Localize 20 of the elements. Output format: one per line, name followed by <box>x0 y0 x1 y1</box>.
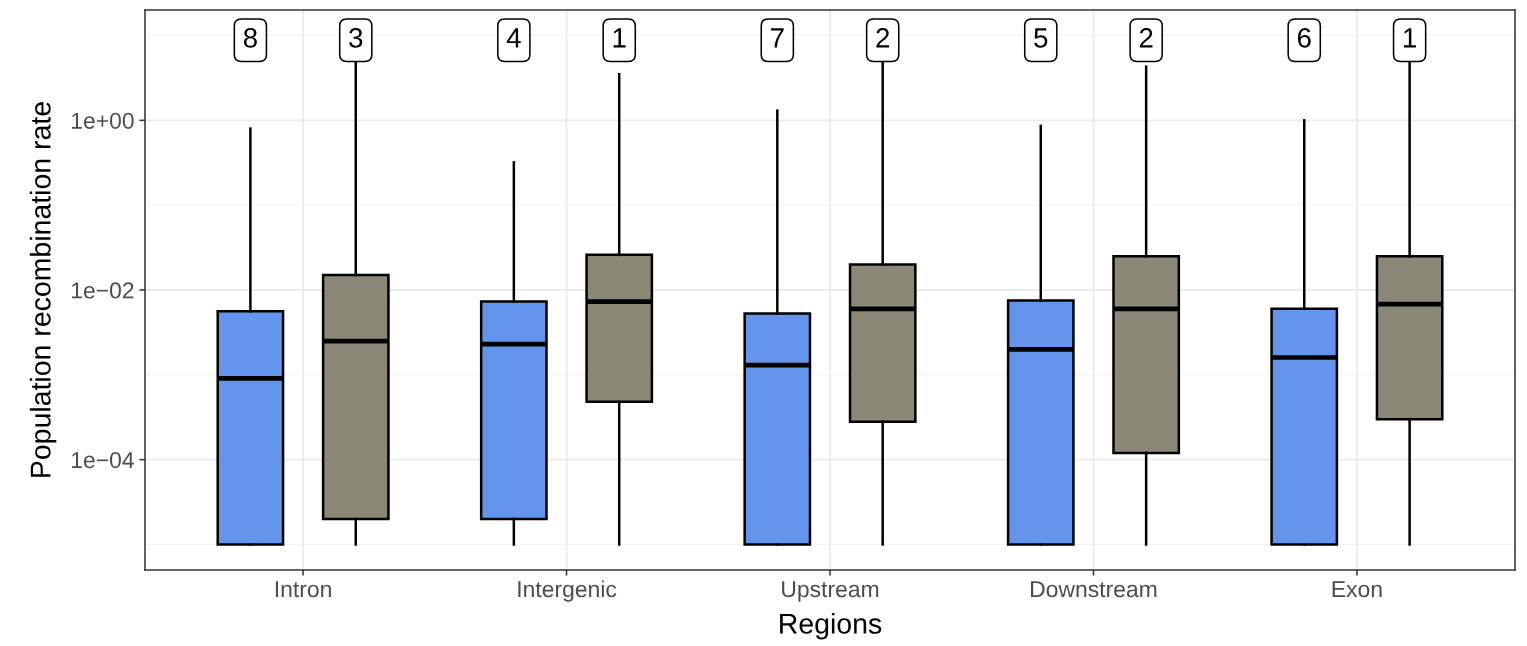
x-tick-label: Downstream <box>1031 581 1157 598</box>
annotation: 2 <box>1139 28 1153 48</box>
y-axis-title: Population recombination rate <box>29 102 57 477</box>
y-tick-label: 1e−02 <box>71 282 134 299</box>
annotation: 4 <box>506 28 521 48</box>
annotation: 1 <box>613 28 626 48</box>
annotation: 3 <box>349 28 363 48</box>
annotation: 6 <box>1297 28 1311 48</box>
x-tick-label: Intergenic <box>518 580 617 602</box>
annotation: 7 <box>771 28 784 48</box>
x-tick-label: Upstream <box>782 581 879 602</box>
x-axis-title: Regions <box>780 612 882 640</box>
y-tick-label: 1e+00 <box>71 112 134 129</box>
x-tick-label: Exon <box>1332 581 1382 598</box>
annotation: 8 <box>243 28 257 48</box>
annotation: 2 <box>876 28 890 48</box>
y-tick-label: 1e−04 <box>71 451 134 469</box>
annotation: 5 <box>1034 28 1048 48</box>
x-tick-label: Intron <box>275 581 331 598</box>
annotation: 1 <box>1404 28 1416 48</box>
